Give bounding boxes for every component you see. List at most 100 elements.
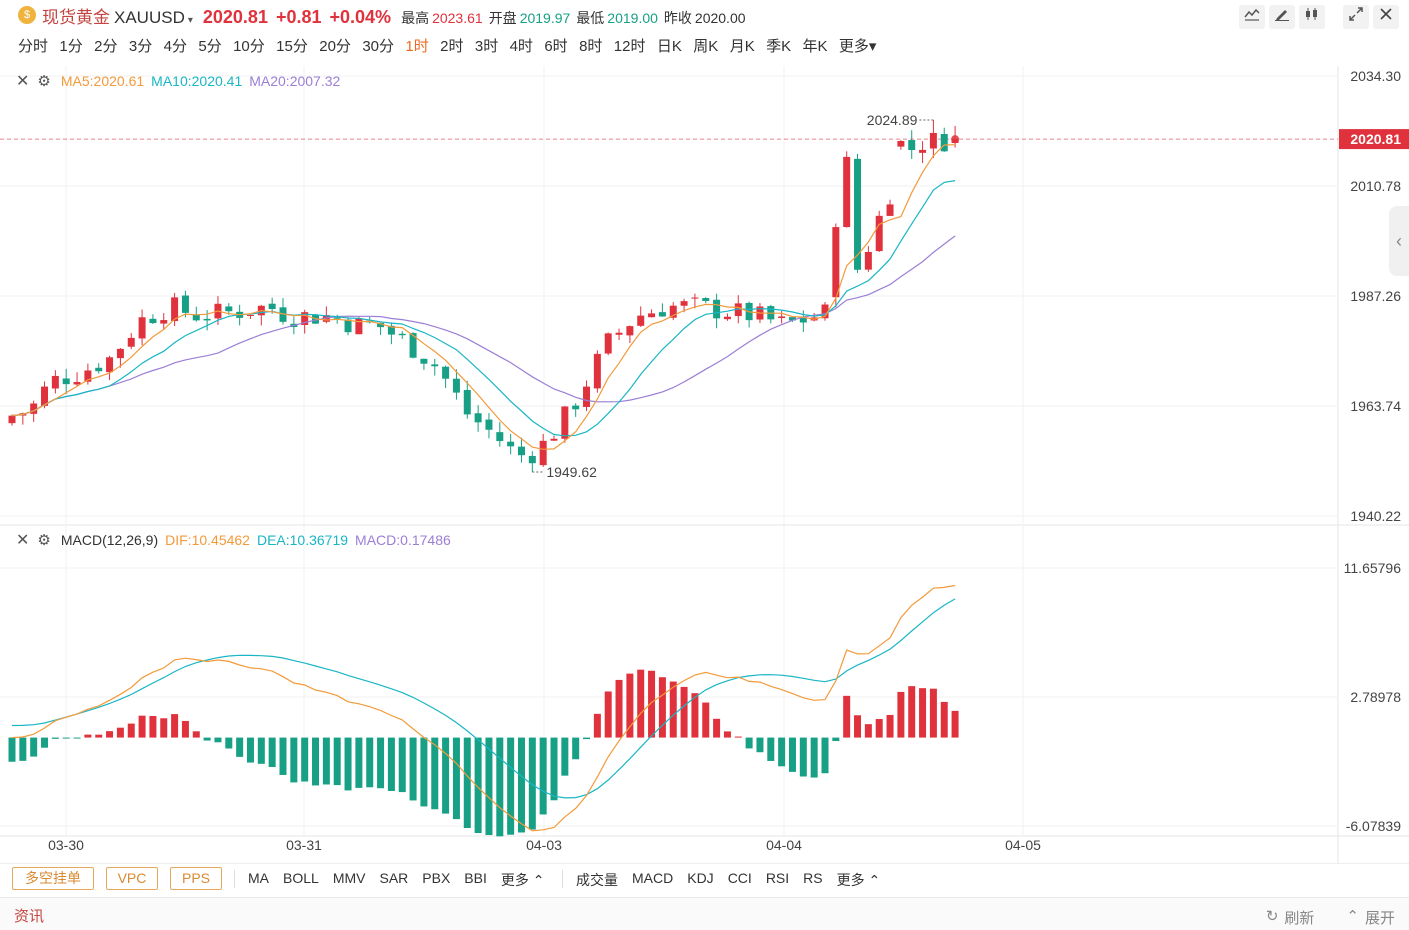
macd-bar	[246, 737, 254, 763]
main-indicator-item[interactable]: 更多 ⌃	[500, 872, 545, 888]
candle-body	[723, 316, 731, 320]
candle-body	[377, 322, 385, 328]
period-tab[interactable]: 2分	[94, 38, 118, 55]
candle-body	[181, 295, 189, 313]
main-indicator-item[interactable]: PBX	[422, 870, 451, 886]
ma10-label: MA10:2020.41	[151, 73, 243, 89]
period-tab[interactable]: 20分	[319, 38, 351, 55]
macd-bar	[268, 737, 276, 768]
gear-icon[interactable]: ⚙	[37, 73, 51, 90]
period-tab[interactable]: 3分	[128, 38, 153, 55]
draw-pen-icon[interactable]	[1269, 5, 1295, 29]
candle-body	[734, 303, 742, 317]
candlestick-icon[interactable]	[1299, 5, 1325, 29]
sub-indicator-item[interactable]: KDJ	[687, 870, 714, 886]
candle-body	[799, 318, 807, 323]
period-tab[interactable]: 日K	[656, 38, 682, 55]
candle-body	[387, 325, 395, 335]
macd-bar	[756, 737, 764, 753]
refresh-icon[interactable]: ↻	[1265, 908, 1279, 925]
macd-bar	[116, 727, 124, 738]
period-tab[interactable]: 1时	[405, 38, 429, 55]
candle-body	[73, 382, 81, 385]
main-indicator-item[interactable]: BBI	[464, 870, 487, 886]
macd-bar	[539, 737, 547, 815]
close-icon[interactable]: ✕	[16, 532, 30, 549]
order-book-button[interactable]: 多空挂单	[12, 867, 94, 890]
candle-body	[279, 307, 287, 322]
main-indicator-item[interactable]: SAR	[379, 870, 409, 886]
sub-indicator-item[interactable]: 更多 ⌃	[836, 872, 881, 888]
period-tab[interactable]: 30分	[362, 38, 394, 55]
period-tab[interactable]: 1分	[59, 38, 83, 55]
main-indicator-item[interactable]: MA	[248, 870, 269, 886]
symbol-code[interactable]: XAUUSD	[114, 8, 185, 27]
candle-body	[561, 406, 569, 439]
vpc-button[interactable]: VPC	[106, 867, 158, 890]
low-label: 最低	[576, 10, 605, 26]
period-tab[interactable]: 4时	[509, 38, 533, 55]
macd-bar	[203, 737, 211, 741]
period-tab[interactable]: 2时	[440, 38, 464, 55]
refresh-button[interactable]: 刷新	[1284, 910, 1315, 927]
candle-body	[268, 303, 276, 309]
sub-indicator-item[interactable]: MACD	[632, 870, 674, 886]
high-label: 最高	[401, 10, 430, 26]
main-indicator-item[interactable]: BOLL	[283, 870, 319, 886]
macd-bar	[702, 702, 710, 738]
period-tab[interactable]: 3时	[474, 38, 499, 55]
candle-body	[507, 441, 515, 447]
symbol-name[interactable]: 现货黄金	[42, 8, 110, 27]
period-tab[interactable]: 季K	[766, 38, 792, 55]
period-tab[interactable]: 6时	[544, 38, 568, 55]
candle-body	[604, 333, 612, 354]
candle-body	[528, 455, 536, 464]
chevron-down-icon[interactable]: ▾	[187, 15, 193, 26]
period-tab[interactable]: 5分	[198, 38, 222, 55]
line-chart-icon[interactable]	[1239, 5, 1265, 29]
macd-bar	[940, 701, 948, 738]
candle-body	[116, 348, 124, 359]
period-tab[interactable]: 8时	[579, 38, 603, 55]
period-tab[interactable]: 周K	[693, 38, 719, 55]
expand-icon[interactable]: ⌃	[1346, 908, 1359, 925]
expand-button[interactable]: 展开	[1364, 910, 1395, 927]
period-tab[interactable]: 更多▾	[838, 38, 877, 55]
close-icon[interactable]	[1373, 5, 1399, 29]
news-tab[interactable]: 资讯	[14, 908, 45, 925]
macd-bar	[897, 691, 905, 738]
period-tabs: 分时 1分 2分 3分 4分 5分 10分 15分 20分 30分 1时 2时 3时 4时 6时 8时 12时日…	[18, 35, 888, 56]
candle-body	[648, 313, 656, 318]
sub-indicator-item[interactable]: RS	[803, 870, 823, 886]
sub-indicator-item[interactable]: 成交量	[576, 872, 618, 888]
open-label: 开盘	[488, 10, 517, 26]
main-indicator-item[interactable]: MMV	[332, 870, 366, 886]
chevron-left-icon[interactable]: ‹	[1389, 206, 1409, 276]
macd-bar	[409, 737, 417, 801]
period-tab[interactable]: 分时	[18, 38, 49, 55]
candle-body	[84, 370, 92, 382]
period-tab[interactable]: 15分	[276, 38, 308, 55]
period-tab[interactable]: 12时	[613, 38, 646, 55]
period-tab[interactable]: 10分	[233, 38, 265, 55]
sub-indicator-item[interactable]: CCI	[727, 870, 752, 886]
candle-body	[919, 149, 927, 153]
macd-bar	[507, 737, 515, 835]
period-tab[interactable]: 年K	[802, 38, 828, 55]
period-tab[interactable]: 月K	[729, 38, 755, 55]
period-tab[interactable]: 4分	[163, 38, 187, 55]
gear-icon[interactable]: ⚙	[37, 532, 51, 549]
macd-bar	[181, 720, 189, 738]
kline-chart[interactable]: 2034.30 2010.78 1987.26 1963.74 1940.22 11.65…	[0, 66, 1409, 863]
macd-bar	[583, 737, 591, 740]
fullscreen-icon[interactable]	[1343, 5, 1369, 29]
pps-button[interactable]: PPS	[170, 867, 222, 890]
candle-body	[30, 403, 38, 414]
close-icon[interactable]: ✕	[16, 73, 30, 90]
sub-indicator-item[interactable]: RSI	[765, 870, 790, 886]
candle-body	[875, 215, 883, 252]
candle-body	[95, 367, 103, 372]
main-indicator-list: MA BOLL MMV SAR PBX BBI 更多 ⌃	[248, 870, 559, 890]
macd-bar	[658, 677, 666, 738]
macd-legend: ✕ ⚙ MACD(12,26,9) DIF:10.45462 DEA:10.36…	[16, 530, 451, 550]
